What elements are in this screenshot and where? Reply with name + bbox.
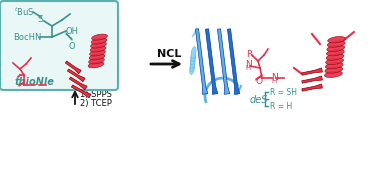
Polygon shape [228,29,240,94]
Polygon shape [70,77,87,90]
Ellipse shape [190,63,195,75]
Text: BocHN: BocHN [13,33,41,41]
Polygon shape [205,29,218,94]
Ellipse shape [327,41,345,47]
Text: O: O [255,77,262,85]
Ellipse shape [89,54,105,60]
Text: thioNle: thioNle [15,77,55,87]
Text: deS: deS [250,95,268,105]
Polygon shape [302,84,322,91]
Text: 1) SPPS: 1) SPPS [80,89,112,99]
Polygon shape [302,76,322,83]
Ellipse shape [91,42,106,48]
Text: S: S [37,14,43,24]
Text: O: O [18,82,25,90]
Text: O: O [69,42,75,51]
Ellipse shape [325,62,343,69]
Text: $^t$BuS: $^t$BuS [14,6,34,18]
Ellipse shape [191,47,196,58]
Ellipse shape [88,58,104,64]
Ellipse shape [325,67,343,73]
Ellipse shape [327,50,344,56]
Polygon shape [65,61,81,74]
Text: 2) TCEP: 2) TCEP [80,99,112,108]
Text: N: N [271,73,278,82]
Text: R = H: R = H [270,101,292,110]
Ellipse shape [91,38,107,44]
Text: NCL: NCL [157,49,181,59]
Text: N: N [245,60,252,68]
Ellipse shape [327,45,345,52]
Ellipse shape [191,53,195,65]
Text: N: N [34,79,41,89]
Ellipse shape [90,50,105,56]
Text: OH: OH [66,26,79,35]
Ellipse shape [190,60,195,71]
Ellipse shape [90,46,106,52]
Ellipse shape [324,71,342,78]
Text: H$_2$N: H$_2$N [5,71,24,83]
Text: R: R [246,50,252,58]
Polygon shape [217,29,230,94]
Ellipse shape [190,56,195,68]
Ellipse shape [91,34,107,40]
Ellipse shape [326,54,344,60]
Polygon shape [195,29,208,94]
Text: H: H [271,78,276,84]
Text: H: H [34,85,39,91]
Polygon shape [67,69,85,82]
Ellipse shape [326,58,344,64]
Polygon shape [71,85,91,98]
Text: R = SH: R = SH [270,88,297,96]
Ellipse shape [191,50,196,62]
Ellipse shape [328,36,345,43]
Text: HS: HS [5,57,17,67]
FancyBboxPatch shape [0,1,118,90]
Ellipse shape [88,62,104,68]
Text: H: H [245,65,250,71]
Polygon shape [302,68,322,75]
